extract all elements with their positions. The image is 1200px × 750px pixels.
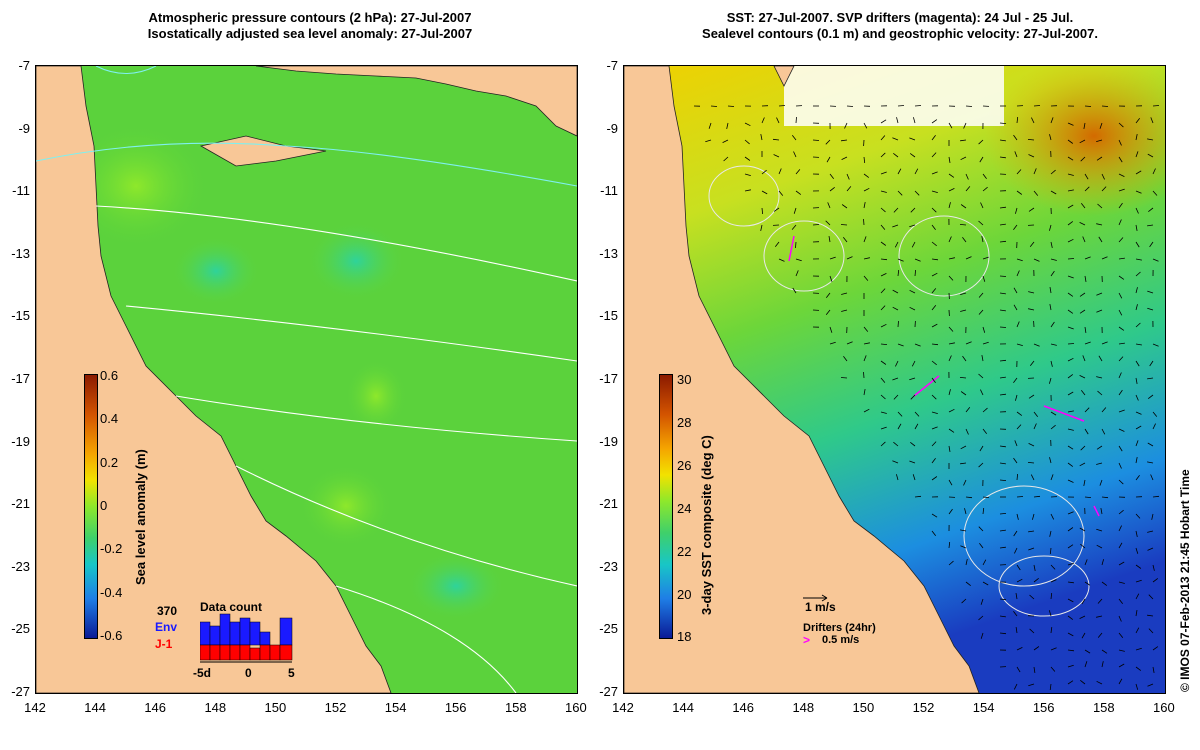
- left-y-tick-4: -15: [11, 308, 30, 324]
- right-y-tick-1: -9: [606, 120, 618, 136]
- velocity-key-label: 1 m/s: [805, 600, 836, 614]
- left-y-tick-3: -13: [11, 245, 30, 261]
- left-y-tick-2: -11: [12, 183, 30, 199]
- right-colorbar: [659, 374, 673, 639]
- data-count-xtick-2: 5: [288, 666, 295, 680]
- left-map-sea-level-anomaly: [35, 65, 578, 694]
- velocity-arrows: [693, 105, 1160, 691]
- left-x-tick-3: 148: [204, 700, 227, 715]
- land-new-guinea-right: [773, 66, 795, 87]
- right-y-tick-3: -13: [599, 245, 618, 261]
- left-y-tick-1: -9: [18, 120, 30, 136]
- sealevel-contours: [708, 165, 1090, 617]
- right-title-line1: SST: 27-Jul-2007. SVP drifters (magenta)…: [726, 10, 1074, 25]
- drifter-arrow-icon: >: [803, 633, 811, 647]
- right-x-tick-6: 154: [972, 700, 995, 715]
- left-y-tick-7: -21: [11, 496, 30, 512]
- data-count-total: 370: [157, 604, 178, 618]
- right-y-tick-2: -11: [600, 183, 618, 199]
- data-count-j1-label: J-1: [155, 637, 173, 651]
- left-x-tick-8: 158: [504, 700, 527, 715]
- right-map-sst: [623, 65, 1166, 694]
- left-cb-tick-2: 0.2: [100, 455, 119, 470]
- left-map-canvas: [36, 66, 577, 693]
- left-colorbar: [84, 374, 98, 639]
- land-australia-right: [624, 66, 980, 693]
- right-x-tick-8: 158: [1092, 700, 1115, 715]
- right-x-tick-4: 150: [852, 700, 875, 715]
- right-cb-tick-0: 30: [677, 372, 692, 387]
- land-australia: [36, 66, 392, 693]
- left-y-tick-8: -23: [11, 558, 30, 574]
- left-x-tick-9: 160: [565, 700, 587, 715]
- right-x-tick-5: 152: [912, 700, 935, 715]
- right-map-canvas: [624, 66, 1165, 693]
- right-cb-tick-3: 24: [677, 501, 692, 516]
- left-x-tick-4: 150: [264, 700, 287, 715]
- data-count-histogram: [200, 613, 293, 663]
- left-cb-tick-4: -0.2: [100, 541, 123, 556]
- land-new-guinea: [255, 66, 577, 137]
- right-y-tick-0: -7: [606, 58, 618, 73]
- left-title-line2: Isostatically adjusted sea level anomaly…: [147, 26, 473, 41]
- right-title-line2: Sealevel contours (0.1 m) and geostrophi…: [702, 26, 1098, 41]
- right-y-tick-7: -21: [599, 496, 618, 512]
- right-y-tick-8: -23: [599, 558, 618, 574]
- left-x-tick-0: 142: [24, 700, 46, 715]
- drifter-tracks: [788, 235, 1100, 517]
- drifters-label: Drifters (24hr): [803, 622, 876, 634]
- left-cb-tick-1: 0.4: [100, 411, 119, 426]
- pressure-contours: [95, 205, 577, 693]
- right-y-tick-9: -25: [599, 621, 618, 637]
- left-y-tick-5: -17: [11, 371, 30, 386]
- left-cb-tick-0: 0.6: [100, 368, 119, 383]
- left-x-tick-7: 156: [444, 700, 467, 715]
- left-x-tick-2: 146: [144, 700, 167, 715]
- left-y-tick-6: -19: [11, 433, 30, 449]
- imos-copyright-stamp: © IMOS 07-Feb-2013 21:45 Hobart Time: [1178, 469, 1192, 692]
- left-y-tick-10: -27: [11, 684, 30, 699]
- right-cb-tick-5: 20: [677, 587, 692, 602]
- right-x-tick-1: 144: [672, 700, 694, 715]
- right-colorbar-label: 3-day SST composite (deg C): [699, 435, 714, 615]
- left-x-tick-6: 154: [384, 700, 407, 715]
- right-x-tick-0: 142: [612, 700, 634, 715]
- data-count-xtick-0: -5d: [193, 666, 211, 680]
- right-y-tick-4: -15: [599, 308, 618, 324]
- data-count-title: Data count: [200, 600, 263, 614]
- right-cb-tick-6: 18: [677, 629, 692, 644]
- drifters-speed: 0.5 m/s: [822, 634, 860, 646]
- data-count-xtick-1: 0: [245, 666, 252, 680]
- right-x-tick-9: 160: [1153, 700, 1175, 715]
- right-y-tick-5: -17: [599, 371, 618, 386]
- right-cb-tick-1: 28: [677, 415, 692, 430]
- left-cb-tick-6: -0.6: [100, 628, 123, 643]
- left-y-tick-9: -25: [11, 621, 30, 637]
- right-x-tick-7: 156: [1032, 700, 1055, 715]
- right-x-tick-2: 146: [732, 700, 755, 715]
- left-y-tick-0: -7: [18, 58, 30, 73]
- left-x-tick-1: 144: [84, 700, 106, 715]
- right-cb-tick-2: 26: [677, 458, 692, 473]
- left-cb-tick-3: 0: [100, 498, 108, 513]
- left-cb-tick-5: -0.4: [100, 585, 123, 600]
- data-count-env-label: Env: [155, 620, 178, 634]
- velocity-key-arrow: [803, 594, 828, 602]
- right-y-tick-10: -27: [599, 684, 618, 699]
- left-x-tick-5: 152: [324, 700, 347, 715]
- left-title-line1: Atmospheric pressure contours (2 hPa): 2…: [148, 10, 472, 25]
- right-y-tick-6: -19: [599, 433, 618, 449]
- right-cb-tick-4: 22: [677, 544, 692, 559]
- left-colorbar-label: Sea level anomaly (m): [133, 449, 148, 585]
- right-x-tick-3: 148: [792, 700, 815, 715]
